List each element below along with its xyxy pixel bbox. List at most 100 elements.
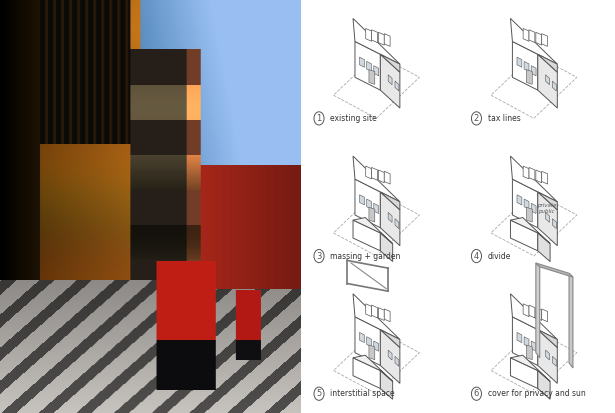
Polygon shape [510,220,538,251]
Polygon shape [536,263,540,358]
Polygon shape [374,203,379,214]
Polygon shape [353,355,392,381]
Polygon shape [526,207,532,222]
Polygon shape [523,28,529,41]
Polygon shape [529,167,535,180]
Polygon shape [374,66,379,76]
Polygon shape [388,212,392,223]
Polygon shape [512,41,538,90]
Polygon shape [536,308,542,320]
Polygon shape [538,192,557,246]
Polygon shape [536,263,573,277]
Polygon shape [353,156,400,202]
Polygon shape [369,345,375,360]
Polygon shape [380,233,392,261]
Polygon shape [552,219,557,229]
Polygon shape [366,166,371,179]
Polygon shape [384,309,390,322]
Polygon shape [384,171,390,184]
Polygon shape [512,179,538,228]
Polygon shape [371,30,378,43]
Polygon shape [380,192,400,210]
Polygon shape [536,32,542,45]
Polygon shape [538,330,557,383]
Polygon shape [529,305,535,318]
Polygon shape [374,341,379,351]
Polygon shape [384,33,390,46]
Circle shape [472,249,482,263]
Polygon shape [355,41,380,90]
Polygon shape [380,54,400,108]
Polygon shape [524,62,529,71]
Text: existing site: existing site [330,114,377,123]
Polygon shape [378,308,384,320]
Polygon shape [380,330,400,383]
Polygon shape [517,195,522,205]
Circle shape [314,249,324,263]
Polygon shape [524,199,529,209]
Polygon shape [531,203,536,214]
Polygon shape [395,81,399,91]
Text: massing + garden: massing + garden [330,252,401,261]
Polygon shape [353,294,400,339]
Polygon shape [380,370,392,399]
Polygon shape [395,219,399,229]
Polygon shape [538,54,557,72]
Text: 2: 2 [474,114,479,123]
Polygon shape [510,19,557,64]
Polygon shape [538,192,557,210]
Text: tax lines: tax lines [488,114,520,123]
Polygon shape [536,170,542,183]
Circle shape [314,387,324,400]
Text: 4: 4 [474,252,479,261]
Text: 5: 5 [316,389,322,398]
Polygon shape [366,28,371,41]
Polygon shape [380,54,400,72]
Polygon shape [542,171,547,184]
Polygon shape [546,75,550,85]
Polygon shape [380,192,400,246]
Polygon shape [538,233,550,261]
Polygon shape [538,370,550,399]
Polygon shape [388,75,392,85]
Circle shape [314,112,324,125]
Polygon shape [531,341,536,351]
Polygon shape [353,220,380,251]
Polygon shape [360,57,365,67]
Polygon shape [531,66,536,76]
Text: divide: divide [488,252,511,261]
Polygon shape [510,218,550,244]
Polygon shape [538,330,557,347]
Polygon shape [367,337,371,347]
Text: private
public: private public [537,204,556,214]
Polygon shape [353,218,392,244]
Polygon shape [510,294,557,339]
Polygon shape [529,30,535,43]
Polygon shape [371,305,378,318]
Polygon shape [523,166,529,179]
Polygon shape [510,355,550,381]
Polygon shape [360,332,365,343]
Polygon shape [542,33,547,46]
Polygon shape [517,57,522,67]
Circle shape [472,387,482,400]
Polygon shape [353,358,380,389]
Polygon shape [360,195,365,205]
Text: 6: 6 [474,389,479,398]
Polygon shape [378,170,384,183]
Polygon shape [552,81,557,91]
Polygon shape [517,332,522,343]
Polygon shape [546,212,550,223]
Text: cover for privacy and sun: cover for privacy and sun [488,389,585,398]
Polygon shape [355,317,380,366]
Polygon shape [512,317,538,366]
Polygon shape [371,167,378,180]
Text: 3: 3 [316,252,322,261]
Polygon shape [510,156,557,202]
Text: interstitial space: interstitial space [330,389,395,398]
Polygon shape [355,179,380,228]
Polygon shape [523,304,529,317]
Polygon shape [369,70,375,84]
Polygon shape [552,356,557,366]
Polygon shape [538,54,557,108]
